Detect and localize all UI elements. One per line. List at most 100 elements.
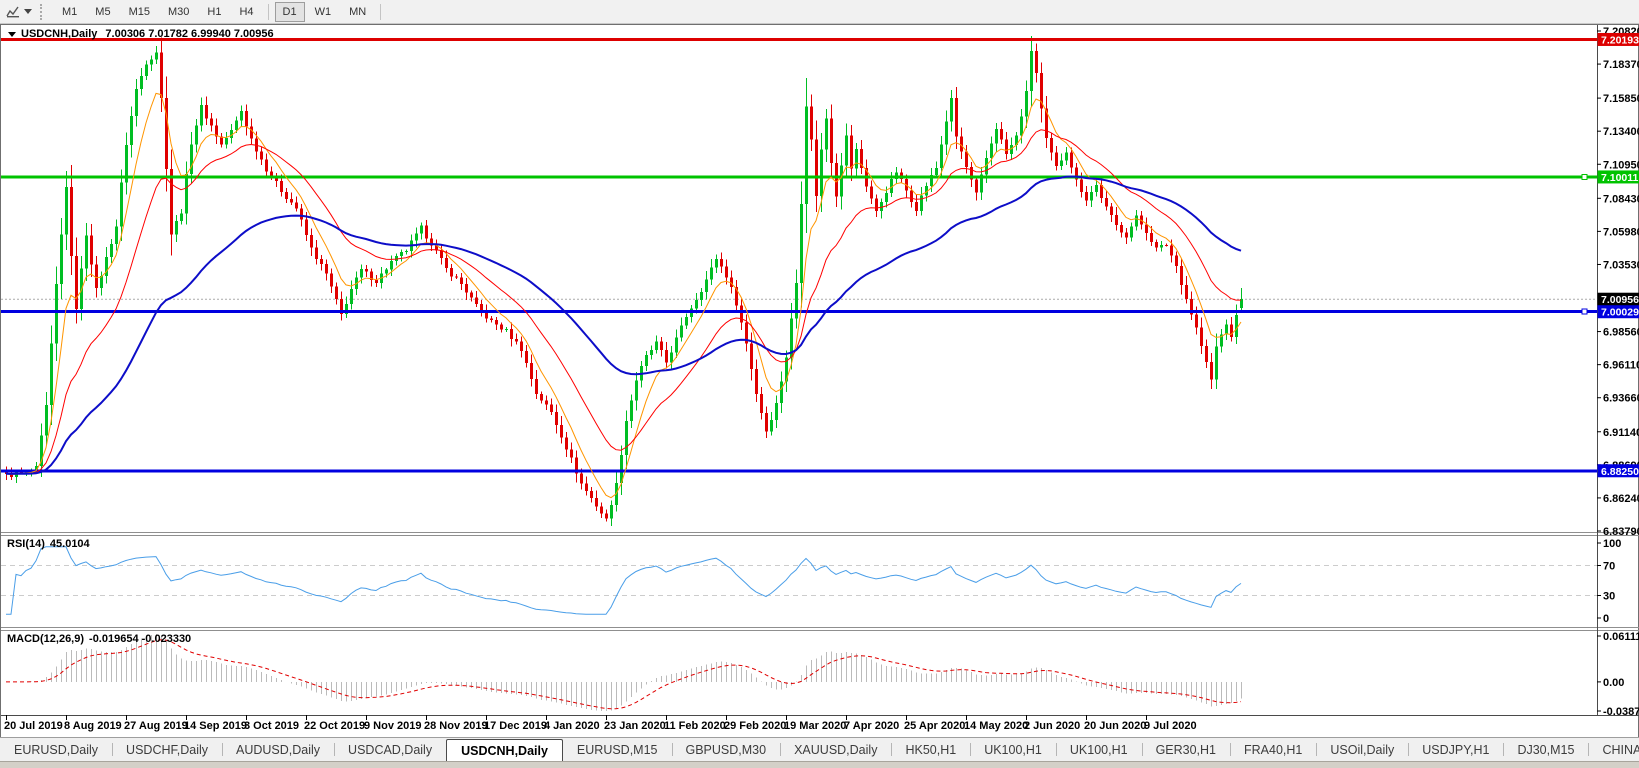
svg-text:6.96110: 6.96110 [1603, 360, 1639, 372]
svg-text:7.10950: 7.10950 [1603, 159, 1639, 171]
svg-text:4 Jan 2020: 4 Jan 2020 [544, 720, 600, 732]
svg-text:7.15850: 7.15850 [1603, 93, 1639, 105]
timeframe-buttons: M1 M5 M15 M30 H1 H4 D1 W1 MN [53, 1, 386, 22]
tab-ger30-h1[interactable]: GER30,H1 [1141, 738, 1230, 761]
axis-price-badge [1597, 32, 1639, 46]
svg-text:8 Aug 2019: 8 Aug 2019 [64, 720, 122, 732]
svg-text:25 Apr 2020: 25 Apr 2020 [904, 720, 965, 732]
svg-text:7.18370: 7.18370 [1603, 59, 1639, 71]
macd-pane [6, 634, 1242, 712]
timeframe-button-d1[interactable]: D1 [274, 1, 305, 22]
pane-splitters[interactable] [1, 532, 1639, 631]
timeframe-button-h1[interactable]: H1 [199, 2, 229, 22]
svg-text:6.86240: 6.86240 [1603, 493, 1639, 505]
ma-slow-line [5, 175, 1242, 475]
price-chart-canvas[interactable]: 7.208207.183707.158507.134007.109507.084… [1, 25, 1639, 738]
toolbar-grip[interactable] [40, 3, 45, 20]
axis-price-badge [1597, 292, 1639, 306]
svg-text:7.00029: 7.00029 [1601, 307, 1639, 319]
svg-text:22 Oct 2019: 22 Oct 2019 [304, 720, 365, 732]
svg-text:14 Sep 2019: 14 Sep 2019 [184, 720, 247, 732]
dropdown-caret-icon[interactable] [24, 9, 32, 14]
rsi-pane [1, 546, 1597, 615]
chart-window: USDCNH,Daily 7.00306 7.01782 6.99940 7.0… [0, 24, 1639, 737]
svg-text:27 Aug 2019: 27 Aug 2019 [124, 720, 188, 732]
rsi-line [6, 546, 1242, 615]
tab-uk100-h1[interactable]: UK100,H1 [1055, 738, 1142, 761]
svg-text:6.88250: 6.88250 [1601, 466, 1639, 478]
timeframe-button-m1[interactable]: M1 [54, 2, 85, 22]
svg-text:70: 70 [1603, 561, 1615, 573]
svg-text:6.83790: 6.83790 [1603, 526, 1639, 538]
svg-text:7.05980: 7.05980 [1603, 226, 1639, 238]
price-axis: 7.208207.183707.158507.134007.109507.084… [1, 25, 1639, 718]
axis-price-badge [1597, 464, 1639, 478]
tab-xauusd-daily[interactable]: XAUUSD,Daily [780, 738, 891, 761]
svg-text:6.91140: 6.91140 [1603, 427, 1639, 439]
tab-uk100-h1[interactable]: UK100,H1 [970, 738, 1056, 761]
svg-text:7.20193: 7.20193 [1601, 34, 1639, 46]
tab-usoil-daily[interactable]: USOil,Daily [1316, 738, 1408, 761]
tab-fra40-h1[interactable]: FRA40,H1 [1230, 738, 1316, 761]
timeframe-button-m5[interactable]: M5 [87, 2, 118, 22]
svg-text:7.00956: 7.00956 [1601, 294, 1639, 306]
svg-text:7.10011: 7.10011 [1601, 172, 1639, 184]
svg-text:17 Dec 2019: 17 Dec 2019 [484, 720, 547, 732]
level-lines[interactable] [1, 37, 1597, 473]
status-strip [0, 761, 1639, 768]
toolbar-separator [380, 3, 382, 20]
svg-text:28 Nov 2019: 28 Nov 2019 [424, 720, 488, 732]
axis-price-badge [1597, 170, 1639, 184]
tab-eurusd-daily[interactable]: EURUSD,Daily [14, 742, 99, 757]
tab-usdjpy-h1[interactable]: USDJPY,H1 [1408, 738, 1503, 761]
chart-tab-bar: EURUSD,Daily USDCHF,Daily AUDUSD,Daily USDC… [0, 737, 1639, 761]
tab-china300-h4[interactable]: CHINA300,H4 [1588, 738, 1639, 761]
svg-text:14 May 2020: 14 May 2020 [964, 720, 1028, 732]
svg-text:11 Feb 2020: 11 Feb 2020 [664, 720, 726, 732]
tab-eurusd-m15[interactable]: EURUSD,M15 [576, 742, 658, 757]
candles-layer [5, 36, 1243, 526]
chart-icon[interactable] [4, 4, 22, 20]
svg-text:19 Mar 2020: 19 Mar 2020 [784, 720, 846, 732]
ma-fast-line [5, 92, 1242, 499]
chart-icon-glyph [6, 6, 19, 17]
svg-text:20 Jul 2019: 20 Jul 2019 [4, 720, 63, 732]
tab-usdcnh-daily[interactable]: USDCNH,Daily [446, 739, 563, 761]
svg-text:3 Oct 2019: 3 Oct 2019 [244, 720, 299, 732]
main-price-pane [1, 36, 1597, 526]
axis-price-badge [1597, 305, 1639, 319]
tab-usdcad-daily[interactable]: USDCAD,Daily [334, 738, 446, 761]
timeframe-button-m15[interactable]: M15 [121, 2, 158, 22]
svg-text:7.13400: 7.13400 [1603, 126, 1639, 138]
timeframe-button-w1[interactable]: W1 [307, 2, 340, 22]
svg-text:9 Nov 2019: 9 Nov 2019 [364, 720, 421, 732]
svg-text:29 Feb 2020: 29 Feb 2020 [724, 720, 786, 732]
svg-text:30: 30 [1603, 591, 1615, 603]
svg-text:7.08430: 7.08430 [1603, 193, 1639, 205]
svg-text:0.00: 0.00 [1603, 677, 1624, 689]
svg-text:-0.038777: -0.038777 [1603, 706, 1639, 718]
tab-gbpusd-m30[interactable]: GBPUSD,M30 [671, 738, 781, 761]
tab-dj30-m15[interactable]: DJ30,M15 [1503, 738, 1588, 761]
toolbar-separator [267, 3, 269, 20]
timeframe-button-mn[interactable]: MN [341, 2, 374, 22]
timeframe-button-m30[interactable]: M30 [160, 2, 197, 22]
svg-text:7 Apr 2020: 7 Apr 2020 [844, 720, 899, 732]
tab-audusd-daily[interactable]: AUDUSD,Daily [222, 738, 334, 761]
tabs-holder: EURUSD,Daily USDCHF,Daily AUDUSD,Daily USDC… [0, 738, 1639, 761]
macd-histogram [11, 634, 1242, 712]
ma-mid-line [5, 129, 1241, 475]
svg-text:0: 0 [1603, 613, 1609, 625]
svg-text:6.98560: 6.98560 [1603, 327, 1639, 339]
svg-text:23 Jan 2020: 23 Jan 2020 [604, 720, 666, 732]
svg-text:2 Jun 2020: 2 Jun 2020 [1024, 720, 1080, 732]
top-toolbar: M1 M5 M15 M30 H1 H4 D1 W1 MN [0, 0, 1639, 24]
macd-signal-line [6, 639, 1242, 710]
tab-usdchf-daily[interactable]: USDCHF,Daily [112, 738, 222, 761]
svg-text:7.03530: 7.03530 [1603, 259, 1639, 271]
svg-text:6.93660: 6.93660 [1603, 393, 1639, 405]
svg-text:20 Jun 2020: 20 Jun 2020 [1084, 720, 1146, 732]
timeframe-button-h4[interactable]: H4 [231, 2, 261, 22]
tab-hk50-h1[interactable]: HK50,H1 [891, 738, 970, 761]
